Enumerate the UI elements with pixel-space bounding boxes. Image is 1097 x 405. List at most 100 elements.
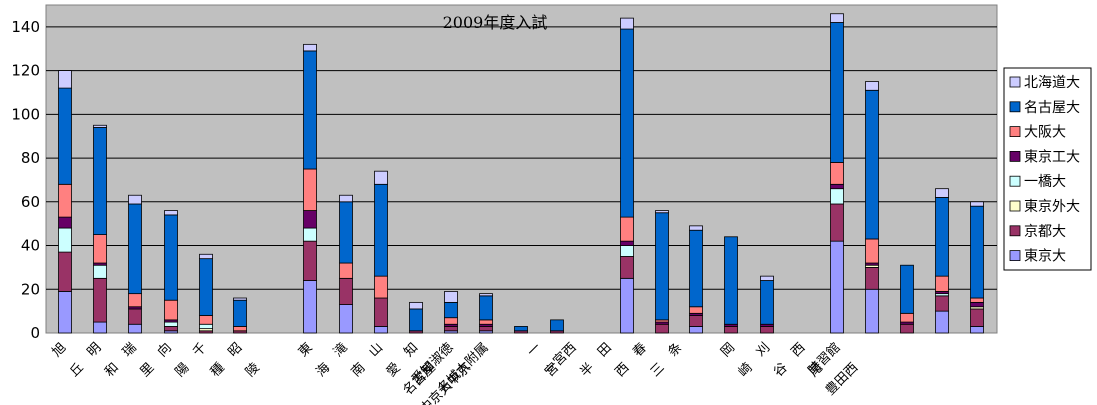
bar-segment xyxy=(93,124,107,128)
y-tick-label: 140 xyxy=(11,18,40,36)
bar-segment xyxy=(550,319,564,332)
bar-segment xyxy=(303,43,317,52)
legend-label: 北海道大 xyxy=(1024,75,1080,91)
bar-segment xyxy=(900,264,914,314)
bar-segment xyxy=(865,89,879,240)
x-tick-label: 谷 xyxy=(771,360,791,380)
bar-segment xyxy=(233,326,247,332)
x-tick-label: 里 xyxy=(137,360,157,380)
y-tick-label: 40 xyxy=(21,237,40,255)
bar-segment xyxy=(374,326,388,334)
x-tick-label: 滝 xyxy=(331,340,351,360)
bar-segment xyxy=(935,188,949,198)
x-tick-label: 三 xyxy=(648,360,668,380)
bar-segment xyxy=(444,291,458,303)
bar-segment xyxy=(830,188,844,205)
legend-label: 一橋大 xyxy=(1024,174,1066,190)
bar-segment xyxy=(199,258,213,316)
bar-segment xyxy=(164,326,178,332)
bar-segment xyxy=(935,295,949,312)
bar-segment xyxy=(128,293,142,308)
bar-segment xyxy=(479,295,493,321)
bar-segment xyxy=(970,308,984,327)
plot-area xyxy=(45,4,998,334)
bar-segment xyxy=(58,87,72,185)
y-tick-label: 120 xyxy=(11,62,40,80)
bar-segment xyxy=(339,277,353,305)
x-tick-label: 半 xyxy=(577,360,597,380)
bars xyxy=(58,13,984,334)
x-tick-label: 陽 xyxy=(173,360,193,380)
bar-segment xyxy=(479,293,493,297)
bar-segment xyxy=(620,245,634,257)
bar-segment xyxy=(58,216,72,229)
legend-swatch xyxy=(1009,150,1021,162)
bar-segment xyxy=(199,315,213,325)
bar-segment xyxy=(199,253,213,260)
bar-segment xyxy=(374,297,388,327)
bar-segment xyxy=(374,183,388,277)
bar-segment xyxy=(970,205,984,299)
bar-segment xyxy=(970,297,984,303)
bar-segment xyxy=(970,301,984,308)
bar-segment xyxy=(514,326,528,332)
x-tick-label: 西 xyxy=(613,360,633,380)
bar-segment xyxy=(830,183,844,190)
bar-segment xyxy=(760,326,774,334)
y-tick-label: 80 xyxy=(21,149,40,167)
legend-label: 名古屋大 xyxy=(1024,100,1080,116)
x-tick-label: 山 xyxy=(366,340,386,360)
bar-segment xyxy=(339,304,353,334)
bar-segment xyxy=(58,70,72,89)
y-axis-ticks: 0 20 40 60 80 100 120 140 xyxy=(11,18,40,342)
bar-segment xyxy=(689,229,703,308)
bar-segment xyxy=(93,127,107,235)
legend-label: 東京大 xyxy=(1024,249,1066,265)
x-tick-label: 愛 xyxy=(384,360,404,380)
bar-segment xyxy=(689,306,703,314)
legend-label: 大阪大 xyxy=(1024,125,1066,141)
x-tick-label: 千 xyxy=(190,340,210,360)
bar-segment xyxy=(620,216,634,242)
bar-segment xyxy=(199,323,213,330)
y-tick-label: 60 xyxy=(21,193,40,211)
legend-label: 東京外大 xyxy=(1024,199,1080,215)
bar-segment xyxy=(724,236,738,325)
bar-segment xyxy=(303,227,317,242)
x-tick-label: 岡 xyxy=(718,340,738,360)
bar-segment xyxy=(93,277,107,323)
bar-segment xyxy=(935,275,949,292)
x-tick-label: 丘 xyxy=(67,360,87,380)
bar-segment xyxy=(164,210,178,216)
bar-segment xyxy=(865,238,879,264)
y-tick-label: 100 xyxy=(11,105,40,123)
bar-segment xyxy=(655,212,669,321)
legend-swatch xyxy=(1009,225,1021,237)
bar-segment xyxy=(830,203,844,242)
bar-segment xyxy=(128,203,142,295)
bar-segment xyxy=(303,168,317,211)
bar-segment xyxy=(128,308,142,325)
bar-segment xyxy=(655,323,669,334)
x-tick-label: 東 xyxy=(295,340,316,361)
bar-segment xyxy=(339,194,353,203)
bar-segment xyxy=(409,308,423,332)
bar-segment xyxy=(58,291,72,334)
bar-segment xyxy=(374,275,388,299)
legend-swatch xyxy=(1009,200,1021,212)
x-tick-label: 陵 xyxy=(243,360,263,380)
bar-segment xyxy=(724,326,738,334)
x-tick-label: 瑞 xyxy=(120,340,140,360)
bar-segment xyxy=(409,301,423,310)
bar-segment xyxy=(58,183,72,218)
bar-segment xyxy=(760,280,774,325)
legend-swatch xyxy=(1009,76,1021,88)
bar-segment xyxy=(128,194,142,205)
x-tick-label: 南 xyxy=(348,360,369,381)
bar-segment xyxy=(444,317,458,325)
bar-segment xyxy=(444,326,458,332)
x-tick-label: 西 xyxy=(789,340,809,360)
bar-segment xyxy=(830,162,844,185)
